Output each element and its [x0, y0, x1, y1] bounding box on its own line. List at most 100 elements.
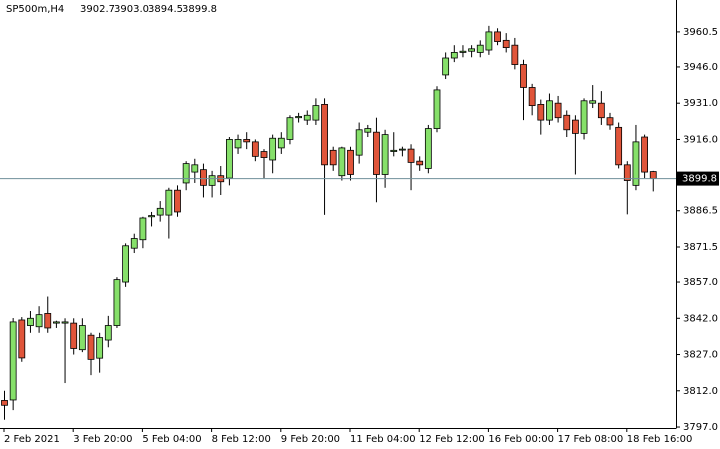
candle-body: [234, 139, 242, 149]
candle-body: [494, 31, 501, 42]
candle-body: [243, 139, 251, 143]
x-tick-label: 9 Feb 20:00: [281, 434, 340, 445]
candle-body: [632, 141, 640, 186]
candle-body: [1, 400, 8, 406]
y-tick-label: 3827.0: [683, 350, 718, 361]
ohlc-open: 3902.7: [80, 4, 115, 15]
x-tick-label: 12 Feb 12:00: [419, 434, 485, 445]
y-tick-label: 3931.0: [683, 98, 718, 109]
candle-body: [208, 175, 216, 186]
candle-body: [251, 141, 259, 157]
candle-body: [511, 44, 519, 65]
candle-body: [18, 319, 26, 359]
candle-body: [398, 148, 406, 151]
candle-body: [61, 321, 69, 324]
candle-body: [130, 238, 138, 249]
candle-body: [104, 325, 112, 341]
chart-title: SP500m,H4: [6, 4, 64, 15]
y-tick-label: 3797.0: [683, 422, 718, 433]
candle-body: [96, 337, 104, 359]
candle-body: [286, 117, 294, 140]
candle-body: [563, 114, 571, 131]
candle-body: [580, 100, 588, 134]
candle-body: [53, 321, 60, 324]
candle-body: [347, 149, 354, 175]
candle-body: [641, 136, 648, 173]
candle-body: [321, 104, 328, 166]
candle-body: [122, 245, 129, 283]
candle-body: [225, 139, 233, 179]
candle-body: [156, 207, 164, 216]
y-tick-label: 3916.0: [683, 134, 718, 145]
candle-body: [589, 100, 597, 104]
candle-body: [433, 89, 441, 129]
candle-body: [139, 217, 147, 241]
candle-body: [174, 189, 181, 213]
candle-body: [606, 117, 614, 126]
candle-body: [113, 279, 121, 326]
x-tick-label: 2 Feb 2021: [4, 434, 60, 445]
candle-body: [329, 149, 337, 166]
ohlc-close: 3899.8: [182, 4, 217, 15]
x-tick-label: 16 Feb 00:00: [488, 434, 554, 445]
ohlc-low: 3894.5: [148, 4, 183, 15]
candle-body: [554, 102, 562, 119]
candle-body: [78, 325, 86, 351]
candle-body: [476, 44, 484, 53]
candle-body: [615, 126, 623, 166]
x-tick-label: 5 Feb 04:00: [142, 434, 201, 445]
candle-body: [459, 50, 467, 53]
candle-body: [520, 64, 527, 88]
candle-body: [165, 189, 173, 216]
candle-body: [269, 137, 277, 161]
candle-body: [303, 114, 311, 121]
candle-body: [148, 215, 155, 218]
candle-body: [390, 149, 398, 152]
candle-body: [70, 322, 78, 349]
candle-body: [260, 151, 268, 158]
candle-body: [338, 147, 346, 177]
candle-body: [312, 105, 320, 121]
candle-body: [87, 334, 95, 360]
candle-body: [373, 131, 380, 175]
y-tick-label: 3857.0: [683, 277, 718, 288]
candle-body: [468, 48, 476, 52]
candle-body: [649, 171, 657, 179]
candle-body: [623, 164, 631, 181]
candle-body: [442, 57, 450, 76]
candle-body: [191, 164, 199, 173]
candle-body: [424, 128, 432, 169]
candle-body: [546, 100, 553, 121]
x-tick-label: 8 Feb 12:00: [212, 434, 271, 445]
y-tick-label: 3871.5: [683, 242, 718, 253]
candle-body: [407, 148, 415, 163]
candle-body: [597, 102, 605, 119]
candle-body: [364, 128, 372, 133]
candle-body: [9, 321, 17, 401]
candle-body: [572, 119, 579, 134]
candle-body: [200, 169, 207, 186]
x-tick-label: 11 Feb 04:00: [350, 434, 416, 445]
x-tick-label: 3 Feb 20:00: [73, 434, 132, 445]
x-tick-label: 18 Feb 16:00: [627, 434, 693, 445]
candle-body: [277, 137, 285, 149]
y-tick-label: 3946.0: [683, 62, 718, 73]
candle-body: [416, 160, 424, 166]
ohlc-high: 3903.0: [114, 4, 149, 15]
candle-body: [295, 116, 303, 119]
candle-body: [44, 313, 52, 329]
candle-body: [528, 87, 536, 107]
candle-body: [182, 163, 190, 184]
candle-body: [502, 39, 510, 49]
current-price-tag: [677, 171, 719, 186]
candle-body: [35, 314, 43, 328]
y-tick-label: 3842.0: [683, 313, 718, 324]
candle-body: [450, 52, 458, 59]
candle-body: [27, 317, 34, 326]
x-tick-label: 17 Feb 08:00: [558, 434, 624, 445]
candle-body: [355, 129, 363, 156]
candle-body: [537, 104, 545, 121]
candle-body: [381, 134, 389, 175]
